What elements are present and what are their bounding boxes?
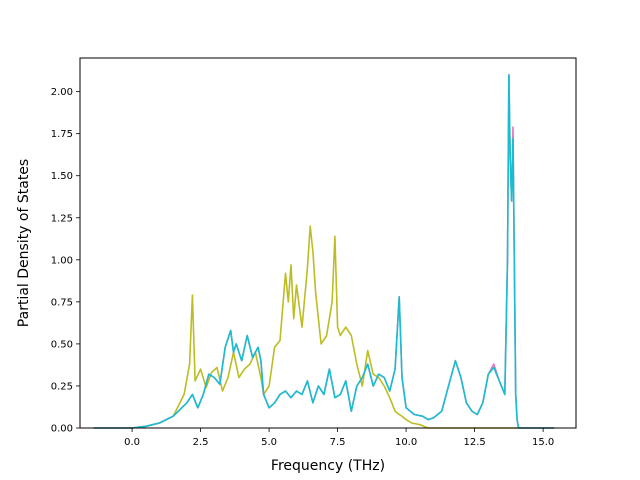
x-tick-label-6: 15.0 [532,437,554,448]
series-layer [93,74,555,429]
y-axis-title: Partial Density of States [16,159,32,327]
x-tick-label-3: 7.5 [330,437,346,448]
y-axis-ticks: 0.00 0.25 0.50 0.75 1.00 1.25 1.50 1.75 2.00 [51,87,80,435]
y-tick-label-2: 0.50 [51,339,73,350]
y-tick-label-1: 0.25 [51,381,73,392]
y-tick-label-0: 0.00 [51,424,73,435]
x-tick-label-5: 12.5 [463,437,485,448]
y-tick-label-4: 1.00 [51,255,73,266]
plot-frame [79,57,577,429]
x-tick-label-4: 10.0 [395,437,417,448]
series-line-1 [93,225,555,429]
x-tick-label-1: 2.5 [193,437,209,448]
x-tick-label-0: 0.0 [124,437,140,448]
x-axis-title: Frequency (THz) [271,458,385,474]
x-axis-ticks: 0.0 2.5 5.0 7.5 10.0 12.5 15.0 [124,428,554,448]
y-tick-label-3: 0.75 [51,297,73,308]
series-line-3 [93,74,555,429]
y-tick-label-8: 2.00 [51,87,73,98]
x-tick-label-2: 5.0 [261,437,277,448]
y-tick-label-5: 1.25 [51,213,73,224]
y-tick-label-6: 1.50 [51,171,73,182]
y-tick-label-7: 1.75 [51,129,73,140]
